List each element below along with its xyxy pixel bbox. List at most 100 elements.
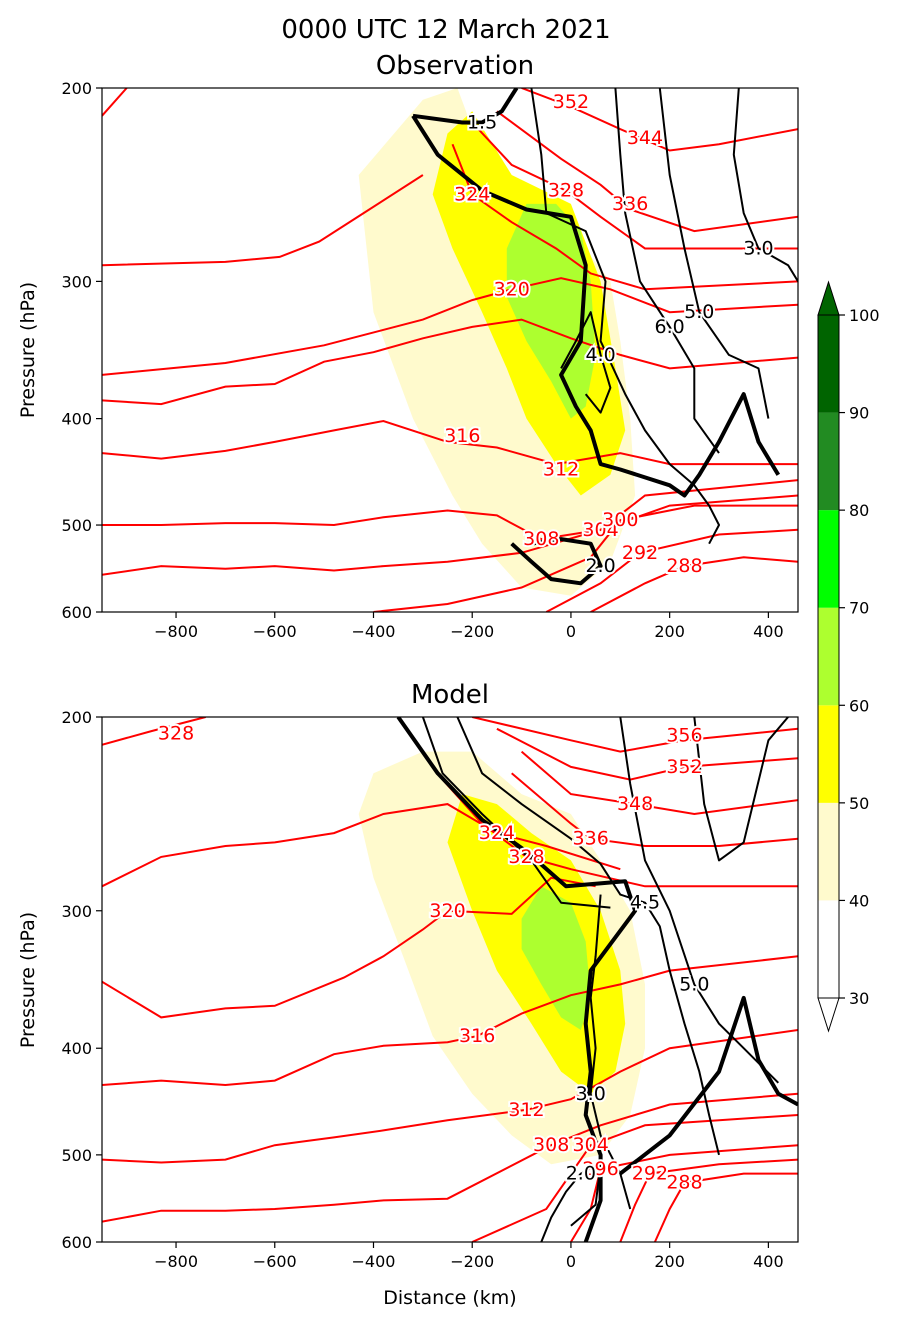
figure-suptitle: 0000 UTC 12 March 2021 [281, 15, 610, 45]
colorbar-tick-label: 80 [849, 501, 869, 520]
theta-label-1: 344 [627, 127, 663, 149]
theta-label-8: 316 [459, 1025, 495, 1047]
model-y-ticks: 200 300 400 500 600 [61, 708, 102, 1252]
x-tick-label: −400 [352, 1252, 396, 1271]
colorbar-segment-30 [818, 900, 839, 998]
theta-label-0: 328 [158, 722, 194, 744]
x-tick-label: −800 [154, 622, 198, 641]
fill-zone-2 [506, 203, 596, 419]
colorbar-tick-label: 90 [849, 404, 869, 423]
theta-label-5: 328 [508, 846, 544, 868]
y-tick-label: 300 [61, 902, 92, 921]
y-tick-label: 400 [61, 1039, 92, 1058]
theta-label-12: 292 [622, 542, 658, 564]
contour-label-6: 2.0 [585, 555, 615, 577]
theta-label-13: 288 [666, 555, 702, 577]
contour-line-7 [693, 717, 789, 862]
x-tick-label: −200 [450, 622, 494, 641]
theta-line-8 [102, 419, 798, 466]
theta-label-7: 320 [429, 900, 465, 922]
colorbar-extend-bottom [817, 997, 840, 1033]
theta-label-2: 336 [612, 193, 648, 215]
theta-label-6: 324 [479, 822, 515, 844]
contour-line-2 [530, 88, 720, 545]
colorbar-segment-60 [818, 607, 839, 706]
theta-line-5 [102, 174, 424, 267]
theta-label-10: 308 [533, 1134, 569, 1156]
y-tick-label: 600 [61, 603, 92, 622]
contour-label-5: 3.0 [743, 237, 773, 259]
contour-label-3: 3.0 [576, 1083, 606, 1105]
y-tick-label: 200 [61, 79, 92, 98]
theta-line-1 [471, 717, 798, 753]
colorbar: 30 40 50 60 70 80 90 100 [817, 280, 880, 1033]
observation-fills [358, 88, 636, 596]
colorbar-segment-50 [818, 705, 839, 803]
theta-label-14: 288 [666, 1172, 702, 1194]
colorbar-extend-top [817, 280, 840, 316]
theta-line-8 [102, 955, 798, 1087]
theta-label-9: 308 [523, 528, 559, 550]
x-tick-label: −600 [253, 1252, 297, 1271]
colorbar-tick-label: 40 [849, 891, 869, 910]
theta-line-10 [102, 479, 798, 576]
observation-frame [101, 87, 799, 613]
theta-line-14 [653, 1172, 798, 1242]
contour-line-0 [412, 88, 519, 125]
x-tick-label: 400 [753, 1252, 784, 1271]
model-black-lines [396, 717, 798, 1242]
colorbar-tick-label: 60 [849, 696, 869, 715]
theta-line-5 [441, 778, 798, 888]
x-tick-label: −800 [154, 1252, 198, 1271]
x-tick-label: 200 [654, 1252, 685, 1271]
colorbar-frame [817, 314, 840, 999]
x-tick-label: 200 [654, 622, 685, 641]
theta-line-6 [102, 803, 621, 888]
y-tick-label: 600 [61, 1233, 92, 1252]
contour-line-5 [732, 88, 798, 282]
theta-label-13: 292 [632, 1163, 668, 1185]
contour-line-3 [614, 88, 720, 454]
theta-label-3: 328 [548, 180, 584, 202]
theta-line-11 [373, 504, 798, 612]
x-tick-label: 0 [566, 1252, 576, 1271]
model-ylabel: Pressure (hPa) [17, 912, 39, 1048]
contour-line-6 [619, 717, 780, 1084]
x-tick-label: 0 [566, 622, 576, 641]
contour-line-4 [619, 995, 798, 1176]
x-tick-label: −400 [352, 622, 396, 641]
observation-title: Observation [376, 51, 534, 81]
contour-label-5: 2.0 [566, 1163, 596, 1185]
theta-line-3 [471, 121, 798, 250]
colorbar-segment-70 [818, 510, 839, 608]
theta-line-10 [102, 1092, 798, 1223]
theta-line-0 [102, 88, 128, 117]
theta-label-10: 304 [582, 519, 618, 541]
theta-line-0 [102, 717, 206, 746]
y-tick-label: 400 [61, 410, 92, 429]
colorbar-tick-label: 70 [849, 599, 869, 618]
observation-y-ticks: 200 300 400 500 600 [61, 79, 102, 622]
theta-line-7 [102, 876, 596, 1019]
contour-line-1 [456, 717, 720, 1156]
theta-line-7 [102, 318, 798, 406]
x-tick-label: −600 [253, 622, 297, 641]
theta-line-1 [521, 88, 798, 152]
theta-line-2 [496, 110, 798, 233]
theta-label-8: 312 [543, 458, 579, 480]
colorbar-segment-90 [818, 315, 839, 413]
contour-label-1: 4.5 [630, 892, 660, 914]
colorbar-tick-label: 30 [849, 989, 869, 1008]
model-x-ticks: −800 −600 −400 −200 0 200 400 [154, 1242, 784, 1271]
theta-label-11: 304 [573, 1134, 609, 1156]
y-tick-label: 200 [61, 708, 92, 727]
model-plot-area [102, 717, 798, 1242]
colorbar-tick-label: 100 [849, 306, 880, 325]
x-tick-label: 400 [753, 622, 784, 641]
contour-label-3: 6.0 [655, 316, 685, 338]
